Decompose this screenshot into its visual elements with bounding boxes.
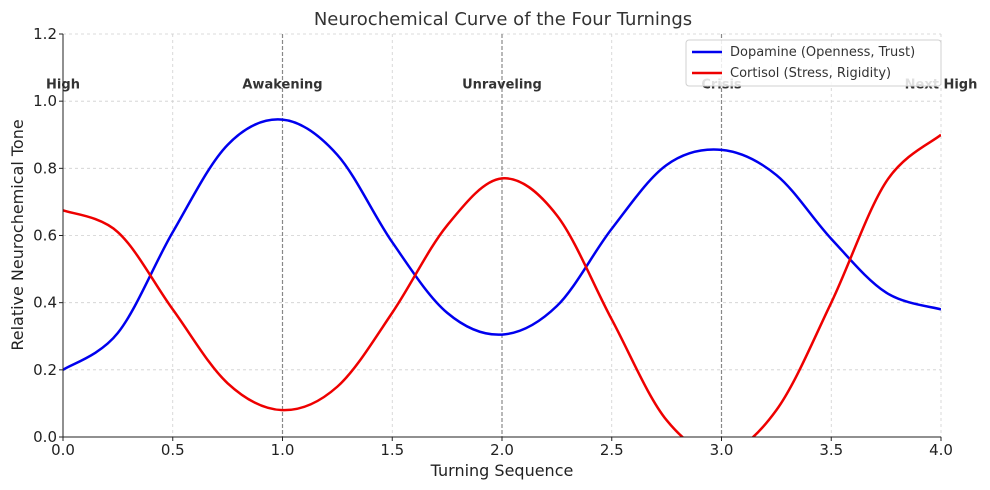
x-tick-label: 1.5 bbox=[380, 441, 404, 459]
series-line-1 bbox=[63, 133, 941, 437]
y-tick-label: 0.6 bbox=[33, 227, 57, 245]
y-tick-label: 1.2 bbox=[33, 25, 57, 43]
annotation-label: Unraveling bbox=[462, 77, 542, 92]
x-tick-label: 0.0 bbox=[51, 441, 75, 459]
series-lines bbox=[63, 118, 941, 437]
legend-box bbox=[685, 39, 942, 87]
x-tick-label: 2.5 bbox=[600, 441, 624, 459]
x-tick-label: 1.0 bbox=[271, 441, 295, 459]
annotation-label: Awakening bbox=[242, 77, 322, 92]
legend-label: Dopamine (Openness, Trust) bbox=[730, 45, 915, 60]
turning-markers bbox=[281, 34, 723, 437]
x-tick-label: 2.0 bbox=[490, 441, 514, 459]
x-tick-label: 3.0 bbox=[710, 441, 734, 459]
y-tick-label: 0.4 bbox=[33, 294, 57, 312]
series-line-0 bbox=[63, 118, 941, 371]
legend-label: Cortisol (Stress, Rigidity) bbox=[730, 66, 891, 81]
y-tick-label: 1.0 bbox=[33, 92, 57, 110]
y-tick-labels: 0.0 0.2 0.4 0.6 0.8 1.0 1.2 bbox=[33, 25, 57, 446]
y-axis-label: Relative Neurochemical Tone bbox=[8, 119, 27, 350]
x-tick-label: 0.5 bbox=[161, 441, 185, 459]
axes bbox=[59, 33, 942, 441]
x-tick-labels: 0.0 0.5 1.0 1.5 2.0 2.5 3.0 3.5 4.0 bbox=[51, 441, 953, 459]
x-tick-label: 3.5 bbox=[819, 441, 843, 459]
y-tick-label: 0.0 bbox=[33, 428, 57, 446]
legend: Dopamine (Openness, Trust) Cortisol (Stre… bbox=[685, 39, 942, 87]
x-tick-label: 4.0 bbox=[929, 441, 953, 459]
x-axis-label: Turning Sequence bbox=[430, 461, 574, 480]
chart-title: Neurochemical Curve of the Four Turnings bbox=[314, 9, 692, 30]
y-tick-label: 0.2 bbox=[33, 361, 57, 379]
y-tick-label: 0.8 bbox=[33, 159, 57, 177]
